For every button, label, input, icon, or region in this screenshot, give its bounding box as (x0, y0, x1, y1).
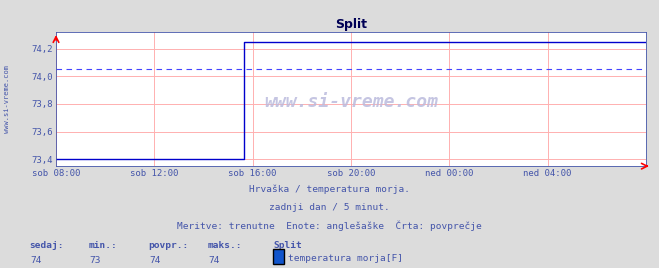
Text: temperatura morja[F]: temperatura morja[F] (288, 254, 403, 263)
Text: 74: 74 (208, 256, 220, 265)
Text: min.:: min.: (89, 241, 118, 250)
Text: Meritve: trenutne  Enote: anglešaške  Črta: povprečje: Meritve: trenutne Enote: anglešaške Črta… (177, 221, 482, 231)
Text: sedaj:: sedaj: (30, 241, 64, 250)
Text: www.si-vreme.com: www.si-vreme.com (3, 65, 10, 133)
Text: 74: 74 (149, 256, 161, 265)
Text: 73: 73 (90, 256, 101, 265)
Text: Hrvaška / temperatura morja.: Hrvaška / temperatura morja. (249, 184, 410, 193)
Text: 74: 74 (30, 256, 42, 265)
Text: www.si-vreme.com: www.si-vreme.com (264, 93, 438, 111)
Text: Split: Split (273, 241, 302, 250)
Title: Split: Split (335, 18, 367, 31)
Text: maks.:: maks.: (208, 241, 242, 250)
Text: povpr.:: povpr.: (148, 241, 188, 250)
Text: zadnji dan / 5 minut.: zadnji dan / 5 minut. (269, 203, 390, 212)
